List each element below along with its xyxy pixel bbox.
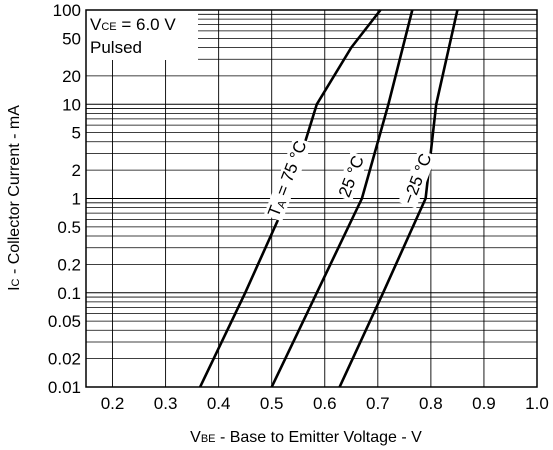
x-tick-label: 1.0 (525, 394, 549, 413)
x-axis-label: VBE - Base to Emitter Voltage - V (190, 429, 422, 446)
curve-labels: TA = 75 °C 25 °C −25 °C (263, 136, 437, 222)
x-tick-label: 0.2 (101, 394, 125, 413)
y-tick-label: 2 (72, 161, 81, 180)
condition-line-2: Pulsed (90, 38, 142, 57)
vce-symbol: V (90, 15, 102, 34)
series-label-ta75: TA = 75 °C (263, 136, 313, 222)
series-line-25 (270, 9, 414, 388)
y-tick-label: 0.1 (57, 284, 81, 303)
x-tick-label: 0.3 (154, 394, 178, 413)
y-tick-labels: 100 50 20 10 5 2 1 0.5 0.2 0.1 0.05 0.02 0.01 (48, 1, 81, 397)
y-tick-label: 0.02 (48, 350, 81, 369)
x-tick-label: 0.9 (472, 394, 496, 413)
y-axis-label: IC - Collector Current - mA (6, 105, 23, 291)
vce-value: = 6.0 V (117, 15, 177, 34)
y-tick-label: 0.5 (57, 218, 81, 237)
y-tick-label: 100 (53, 1, 81, 20)
x-tick-label: 0.4 (207, 394, 231, 413)
y-tick-label: 1 (72, 190, 81, 209)
x-tick-label: 0.5 (260, 394, 284, 413)
vce-subscript: CE (101, 21, 116, 33)
x-tick-label: 0.7 (366, 394, 390, 413)
series-line-neg25 (338, 9, 459, 388)
x-tick-label: 0.8 (419, 394, 443, 413)
x-tick-labels: 0.2 0.3 0.4 0.5 0.6 0.7 0.8 0.9 1.0 (101, 394, 549, 413)
y-tick-label: 0.05 (48, 312, 81, 331)
minor-grid (86, 13, 537, 360)
plot-frame (85, 9, 538, 388)
y-tick-label: 0.2 (57, 255, 81, 274)
x-tick-label: 0.6 (313, 394, 337, 413)
y-tick-label: 50 (62, 29, 81, 48)
condition-line-1: VCE = 6.0 V (90, 15, 176, 34)
y-tick-label: 10 (62, 95, 81, 114)
y-tick-label: 5 (72, 124, 81, 143)
condition-box: VCE = 6.0 V Pulsed (86, 10, 198, 60)
y-tick-label: 20 (62, 67, 81, 86)
y-tick-label: 0.01 (48, 378, 81, 397)
